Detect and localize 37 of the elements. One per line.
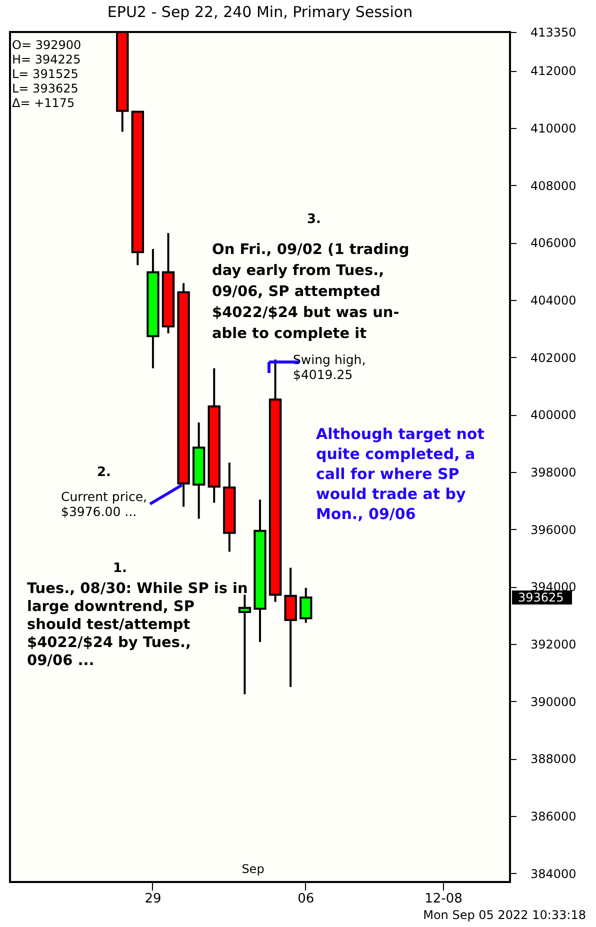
- y-tick-label: 390000: [530, 694, 576, 709]
- y-tick-label: 392000: [530, 638, 576, 652]
- y-tick-label: 412000: [530, 64, 576, 78]
- y-tick-label: 396000: [530, 522, 576, 537]
- annotation: O= 392900: [12, 38, 82, 52]
- annotation: Although target not quite completed, a call for where SP would trade at by Mon., 09/06: [316, 425, 484, 523]
- candlestick: [300, 586, 312, 624]
- annotation: Sep: [242, 862, 264, 876]
- y-tick-label: 402000: [530, 350, 576, 365]
- y-tick-label: 400000: [530, 408, 576, 422]
- y-tick-label: 388000: [530, 752, 576, 766]
- y-tick-label: 413350: [530, 26, 576, 40]
- chart-title: EPU2 - Sep 22, 240 Min, Primary Session: [107, 3, 413, 21]
- y-tick-label: 404000: [530, 294, 576, 308]
- y-tick-label: 406000: [530, 236, 576, 250]
- annotation: On Fri., 09/02 (1 trading day early from Tues., 09/06, SP attempted $4022/$24 but was un- able to complete it: [212, 242, 410, 342]
- annotation: 2.: [97, 465, 111, 480]
- annotation: H= 394225: [12, 52, 81, 66]
- x-tick-label: 12-08: [424, 892, 462, 906]
- annotation: Current price, $3976.00 ...: [61, 489, 148, 519]
- annotation: Swing high, $4019.25: [293, 352, 366, 382]
- y-tick-label: 386000: [530, 810, 576, 824]
- y-tick-label: 384000: [530, 866, 576, 881]
- annotation: 1.: [113, 561, 127, 576]
- x-tick-label: 29: [144, 892, 162, 906]
- y-tick-label: 410000: [530, 122, 576, 136]
- annotation: 3.: [307, 212, 321, 227]
- y-tick-label: 408000: [530, 178, 576, 193]
- candlestick: [238, 594, 252, 696]
- text: Mon Sep 05 2022 10:33:18: [423, 908, 586, 922]
- annotation: Δ= +1175: [12, 96, 75, 110]
- y-tick-label: 398000: [530, 466, 576, 480]
- ref-line-label: 393625: [518, 590, 564, 604]
- annotation: Tues., 08/30: While SP is in large downtrend, SP should test/attempt $4022/$24 by Tues., 09/06 ...: [27, 581, 248, 669]
- annotation: L= 393625: [12, 82, 78, 96]
- annotation: L= 391525: [12, 67, 78, 81]
- x-tick-label: 06: [298, 892, 314, 906]
